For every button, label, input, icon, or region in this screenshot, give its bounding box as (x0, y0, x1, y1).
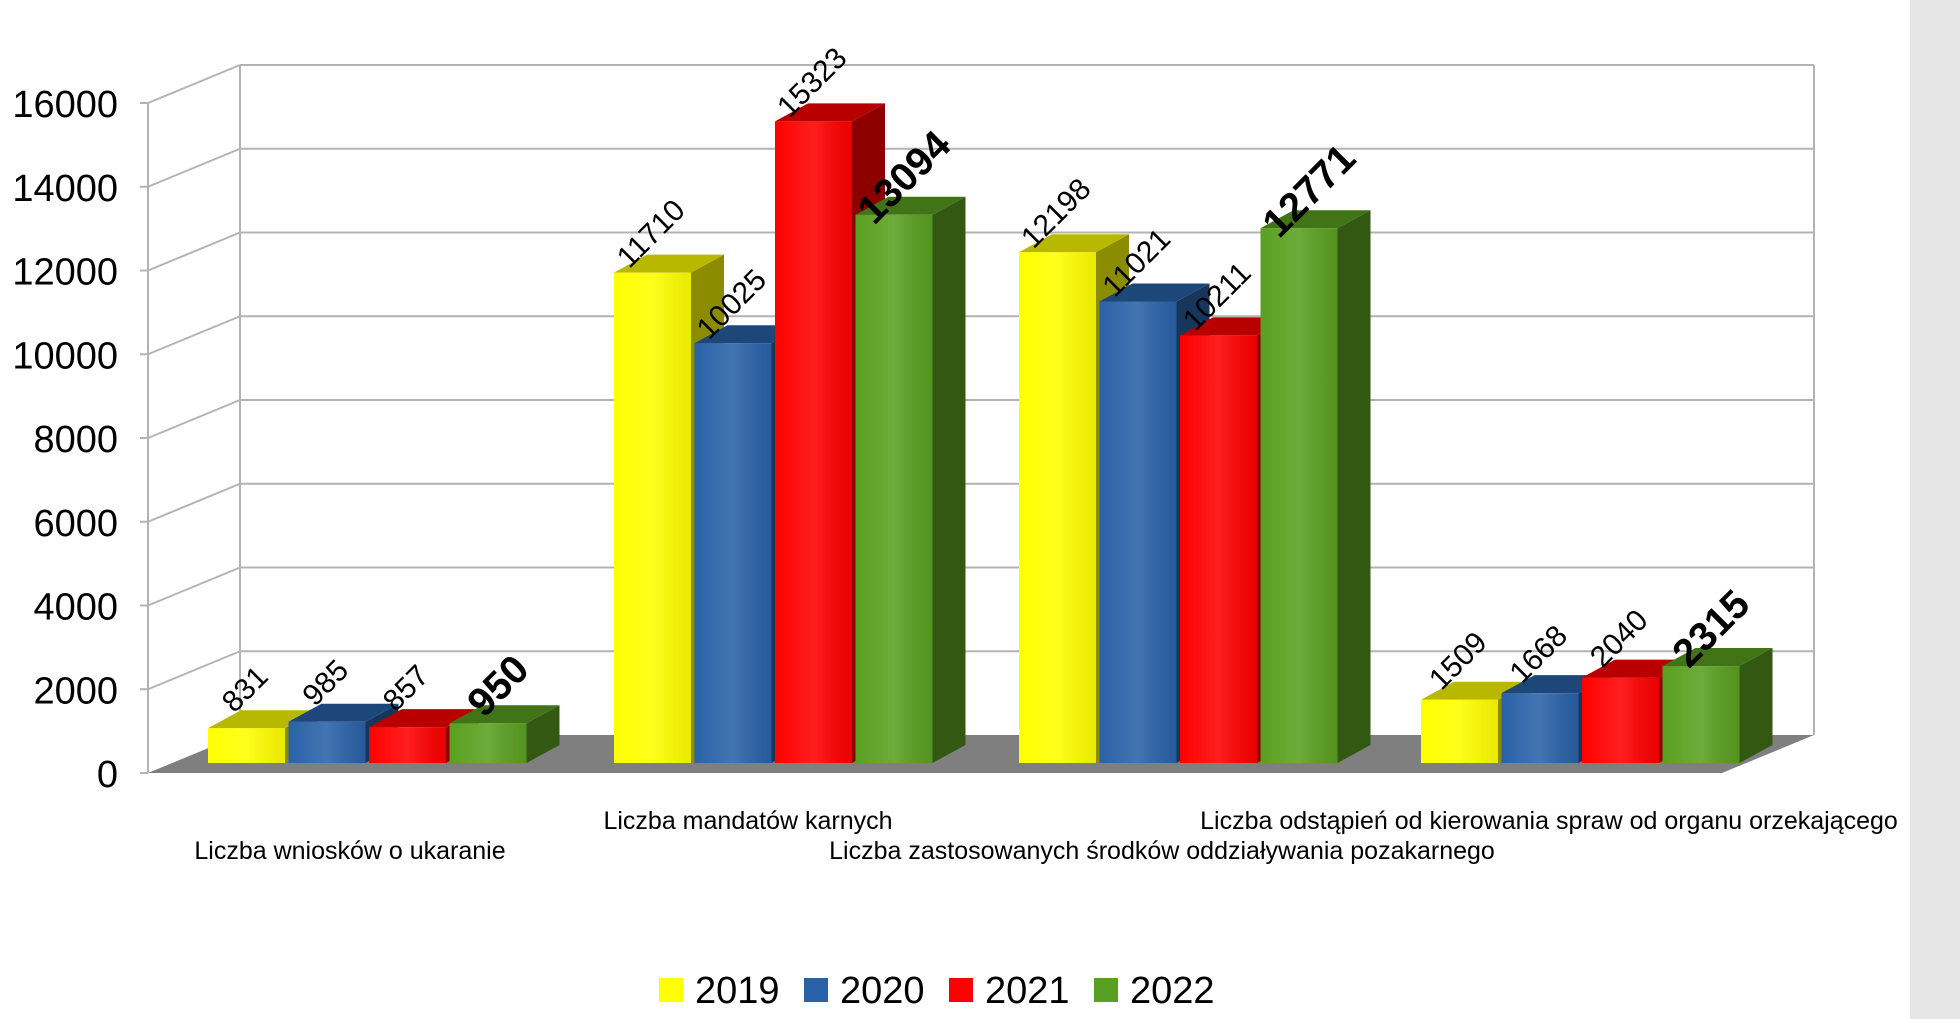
bar-shine (369, 727, 446, 763)
y-axis: 0 2000 4000 6000 8000 10000 12000 14000 16000 (12, 84, 148, 796)
chart-walls (147, 65, 1815, 773)
y-tick-label: 4000 (33, 587, 118, 629)
bar-side (1337, 210, 1371, 764)
bar-side (1739, 648, 1773, 763)
bar-top (449, 705, 560, 724)
bar-top (855, 196, 966, 215)
bar-2022-liczba-wniosk-w-o-uk (449, 705, 560, 763)
bar-shine (288, 721, 366, 763)
legend-label: 2019 (695, 970, 780, 1012)
bar-shine (775, 121, 852, 764)
legend: 2019 2020 2021 2022 (659, 970, 1215, 1012)
bar-chart: 0 2000 4000 6000 8000 10000 12000 14000 16000 83… (12, 41, 1898, 1012)
y-tick-label: 12000 (12, 252, 118, 294)
category-label: Liczba zastosowanych środków oddziaływan… (829, 837, 1495, 865)
legend-label: 2021 (985, 970, 1070, 1012)
bars (208, 103, 1773, 764)
gridline-side (147, 64, 241, 104)
bar-shine (1421, 699, 1498, 763)
bar-shine (1260, 228, 1338, 764)
bar-top (1260, 210, 1371, 229)
bar-top (775, 103, 885, 122)
bar-top (1662, 648, 1773, 667)
bar-shine (1662, 666, 1740, 763)
y-tick-label: 0 (97, 754, 118, 796)
gridline-side (147, 231, 241, 272)
gridline-side (147, 566, 241, 607)
bar-top (288, 703, 399, 722)
legend-swatch (804, 978, 828, 1002)
data-label: 831 (216, 660, 275, 719)
legend-item-2019: 2019 (659, 970, 780, 1012)
bar-top (1099, 283, 1210, 302)
bar-shine (614, 272, 691, 763)
legend-swatch (659, 978, 683, 1002)
y-tick-label: 14000 (12, 168, 118, 210)
y-tick-label: 10000 (12, 335, 118, 377)
gridline-side (147, 399, 241, 439)
bar-side (932, 196, 966, 764)
bar-top (614, 254, 724, 273)
bar-shine (1019, 252, 1096, 764)
gridline-side (147, 482, 241, 523)
bar-shine (1501, 693, 1579, 763)
gridline-side (147, 147, 241, 188)
bar-2022-liczba-mandat-w-karn (855, 196, 966, 764)
x-axis: Liczba wniosków o ukaranie Liczba mandató… (194, 807, 1897, 865)
bar-shine (1180, 335, 1257, 763)
legend-label: 2022 (1130, 970, 1215, 1012)
bar-shine (449, 723, 527, 763)
floor-plane (148, 735, 1814, 773)
side-panel (1910, 0, 1960, 1019)
data-label: 985 (296, 654, 355, 713)
bar-side (526, 705, 560, 763)
gridlines (147, 64, 1814, 691)
legend-item-2022: 2022 (1094, 970, 1215, 1012)
category-label: Liczba wniosków o ukaranie (194, 837, 505, 865)
gridline-side (147, 650, 241, 691)
bar-top (1019, 234, 1129, 253)
legend-swatch (949, 978, 973, 1002)
bar-shine (1099, 301, 1177, 763)
category-label: Liczba mandatów karnych (603, 807, 892, 835)
legend-item-2021: 2021 (949, 970, 1070, 1012)
bar-2022-liczba-odst-pie-od-k (1662, 648, 1773, 763)
gridline-side (147, 315, 241, 356)
legend-item-2020: 2020 (804, 970, 925, 1012)
bar-shine (694, 343, 772, 763)
y-tick-label: 8000 (33, 419, 118, 461)
y-tick-label: 16000 (12, 84, 118, 126)
bar-shine (855, 214, 933, 764)
y-tick-label: 2000 (33, 670, 118, 712)
bar-2022-liczba-zastosowanych (1260, 210, 1371, 764)
legend-label: 2020 (840, 970, 925, 1012)
chart-floor (148, 735, 1814, 773)
y-tick-label: 6000 (33, 503, 118, 545)
legend-swatch (1094, 978, 1118, 1002)
category-label: Liczba odstąpień od kierowania spraw od … (1200, 807, 1898, 835)
bar-shine (208, 728, 285, 763)
bar-shine (1582, 677, 1659, 763)
